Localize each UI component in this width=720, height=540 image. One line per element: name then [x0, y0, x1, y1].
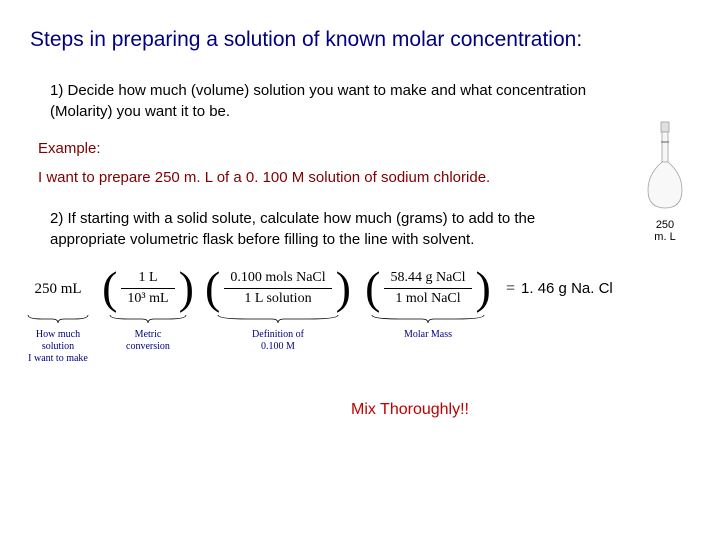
- brace-label-3: Definition of 0.100 M: [200, 329, 356, 353]
- mix-instruction: Mix Thoroughly!!: [130, 401, 690, 419]
- brace-icon: [356, 313, 500, 325]
- example-label: Example:: [38, 140, 690, 157]
- brace-label-1: How much solution I want to make: [20, 329, 96, 365]
- brace-label-4: Molar Mass: [356, 329, 500, 341]
- eq-result: 1. 46 g Na. Cl: [521, 280, 613, 297]
- step-1-text: 1) Decide how much (volume) solution you…: [50, 80, 600, 122]
- equals-sign: =: [500, 280, 521, 298]
- brace-annotations: How much solution I want to make Metric …: [20, 313, 690, 365]
- example-text: I want to prepare 250 m. L of a 0. 100 M…: [38, 169, 578, 186]
- page-title: Steps in preparing a solution of known m…: [30, 28, 690, 52]
- eq-start-value: 250 mL: [28, 281, 87, 297]
- brace-icon: [96, 313, 200, 325]
- brace-label-2: Metric conversion: [96, 329, 200, 353]
- step-2-text: 2) If starting with a solid solute, calc…: [50, 208, 610, 250]
- flask-volume-label: 250m. L: [642, 219, 688, 243]
- eq-fraction-3: ( 58.44 g NaCl 1 mol NaCl ): [356, 268, 500, 309]
- volumetric-flask-figure: 250m. L: [642, 120, 688, 243]
- calculation-equation: 250 mL ( 1 L 10³ mL ) ( 0.100 mols NaCl …: [20, 268, 690, 309]
- brace-icon: [20, 313, 96, 325]
- eq-fraction-2: ( 0.100 mols NaCl 1 L solution ): [200, 268, 356, 309]
- eq-fraction-1: ( 1 L 10³ mL ): [96, 268, 200, 309]
- brace-icon: [200, 313, 356, 325]
- flask-icon: [642, 120, 688, 212]
